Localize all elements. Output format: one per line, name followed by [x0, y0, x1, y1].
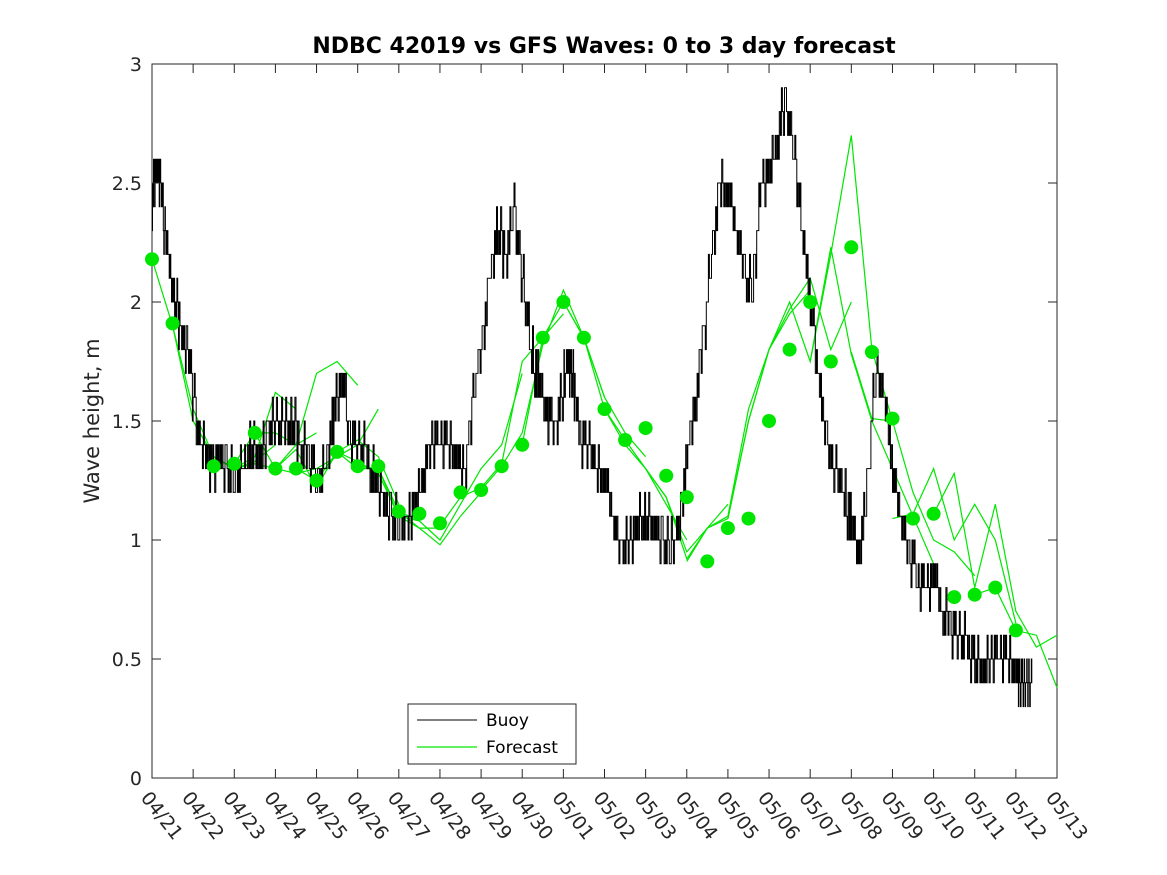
forecast-point	[597, 402, 612, 417]
forecast-point	[967, 587, 982, 602]
y-tick-label: 1.5	[112, 411, 142, 433]
forecast-point	[391, 504, 406, 519]
forecast-point	[864, 345, 879, 359]
y-tick-label: 2	[130, 292, 142, 314]
forecast-point	[947, 590, 962, 605]
y-tick-label: 0.5	[112, 649, 142, 671]
forecast-point	[330, 444, 345, 459]
forecast-point	[474, 483, 489, 497]
forecast-point	[412, 506, 427, 521]
forecast-point	[247, 425, 262, 440]
forecast-point	[988, 580, 1003, 595]
forecast-point	[289, 461, 303, 476]
legend-box	[407, 703, 577, 765]
forecast-point	[844, 240, 859, 255]
forecast-point	[803, 295, 818, 309]
forecast-run-9	[398, 373, 523, 541]
forecast-point	[145, 252, 159, 267]
forecast-point	[762, 414, 776, 428]
forecast-point	[926, 506, 941, 521]
forecast-point	[433, 516, 447, 531]
forecast-point	[350, 459, 365, 474]
chart-title: NDBC 42019 vs GFS Waves: 0 to 3 day fore…	[312, 34, 896, 59]
forecast-point	[679, 490, 694, 505]
forecast-point	[782, 342, 797, 357]
forecast-point	[618, 433, 633, 447]
forecast-point	[371, 459, 386, 474]
y-axis-label: Wave height, m	[80, 338, 104, 503]
forecast-point	[556, 295, 571, 309]
forecast-point	[515, 437, 530, 452]
y-axis: 0 0.5 1 1.5 2 2.5 3	[112, 54, 1057, 790]
y-tick-label: 1	[130, 530, 142, 552]
forecast-point	[823, 354, 838, 369]
y-tick-label: 3	[130, 54, 142, 76]
forecast-run-20	[850, 351, 976, 577]
forecast-point	[227, 456, 242, 471]
buoy-line	[152, 87, 1033, 708]
buoy-series-line	[152, 87, 1033, 708]
forecast-point	[720, 521, 735, 536]
legend-forecast-label: Forecast	[486, 738, 558, 758]
legend-buoy-label: Buoy	[486, 711, 529, 731]
forecast-point	[206, 459, 221, 474]
forecast-point	[885, 411, 900, 426]
forecast-point	[165, 316, 180, 331]
forecast-point	[453, 485, 468, 500]
forecast-run-17	[727, 276, 852, 519]
forecast-point	[659, 468, 674, 483]
forecast-point	[268, 461, 283, 476]
forecast-point	[309, 473, 324, 488]
forecast-point	[494, 459, 509, 474]
forecast-point	[700, 554, 715, 569]
y-tick-label: 2.5	[112, 173, 142, 195]
forecast-run-22	[933, 471, 1058, 648]
forecast-point	[638, 421, 653, 436]
forecast-point	[741, 511, 756, 526]
forecast-point	[576, 330, 591, 345]
forecast-point	[535, 330, 550, 345]
forecast-point	[1008, 623, 1023, 638]
y-tick-label: 0	[130, 768, 142, 790]
legend: Buoy Forecast	[407, 703, 577, 765]
forecast-points	[145, 240, 1023, 638]
forecast-point	[906, 511, 920, 526]
